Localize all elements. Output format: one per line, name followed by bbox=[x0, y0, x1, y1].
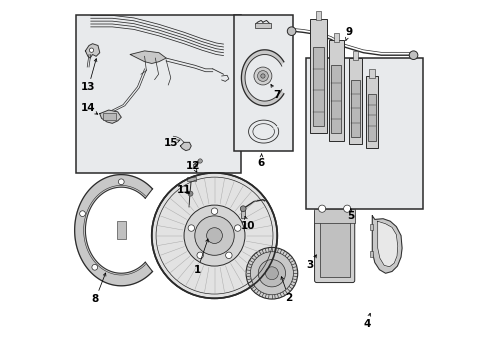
Text: 13: 13 bbox=[81, 82, 96, 93]
Text: 15: 15 bbox=[164, 139, 179, 148]
Circle shape bbox=[198, 159, 202, 163]
Bar bbox=[329, 40, 344, 140]
Bar bbox=[234, 15, 294, 151]
Circle shape bbox=[184, 205, 245, 266]
Circle shape bbox=[207, 228, 222, 243]
Circle shape bbox=[195, 216, 234, 255]
Circle shape bbox=[287, 27, 296, 36]
Circle shape bbox=[240, 206, 246, 212]
Circle shape bbox=[119, 179, 124, 185]
Circle shape bbox=[250, 252, 294, 295]
Polygon shape bbox=[180, 142, 191, 150]
Bar bbox=[319, 216, 350, 277]
Polygon shape bbox=[100, 110, 122, 123]
Text: 1: 1 bbox=[194, 265, 201, 275]
Bar bbox=[370, 251, 373, 257]
Bar bbox=[193, 163, 197, 166]
Bar bbox=[331, 65, 342, 134]
Bar bbox=[187, 177, 196, 181]
Text: 9: 9 bbox=[345, 27, 353, 37]
Circle shape bbox=[152, 173, 277, 298]
Bar bbox=[369, 69, 375, 78]
Bar bbox=[370, 224, 373, 230]
Circle shape bbox=[235, 225, 241, 231]
Polygon shape bbox=[130, 51, 166, 63]
Text: 14: 14 bbox=[81, 103, 96, 113]
Bar bbox=[316, 12, 321, 21]
Text: 2: 2 bbox=[285, 293, 293, 303]
Bar bbox=[241, 210, 245, 218]
Circle shape bbox=[258, 260, 286, 287]
Bar bbox=[255, 23, 271, 28]
Text: 4: 4 bbox=[363, 319, 370, 329]
Bar bbox=[353, 51, 358, 60]
Bar bbox=[313, 47, 324, 126]
Text: 3: 3 bbox=[307, 260, 314, 270]
FancyBboxPatch shape bbox=[315, 210, 355, 283]
Text: 8: 8 bbox=[92, 294, 99, 304]
Text: 5: 5 bbox=[347, 211, 354, 221]
Circle shape bbox=[409, 51, 418, 59]
Circle shape bbox=[254, 67, 272, 85]
Bar bbox=[117, 221, 126, 239]
Text: 6: 6 bbox=[258, 158, 265, 168]
Bar bbox=[314, 209, 355, 223]
Text: 10: 10 bbox=[241, 221, 255, 230]
Bar bbox=[334, 33, 339, 42]
Text: 12: 12 bbox=[186, 161, 200, 171]
Circle shape bbox=[261, 74, 265, 78]
Text: 7: 7 bbox=[273, 90, 281, 100]
Circle shape bbox=[211, 208, 218, 215]
Polygon shape bbox=[85, 44, 100, 58]
Circle shape bbox=[92, 265, 98, 270]
Bar bbox=[103, 113, 116, 120]
Polygon shape bbox=[378, 221, 398, 267]
Circle shape bbox=[318, 205, 326, 212]
Circle shape bbox=[80, 211, 85, 216]
Bar bbox=[349, 58, 362, 144]
Circle shape bbox=[225, 252, 232, 258]
Bar bbox=[351, 80, 360, 137]
Circle shape bbox=[246, 247, 298, 299]
Circle shape bbox=[89, 48, 94, 52]
Circle shape bbox=[343, 205, 351, 212]
Circle shape bbox=[258, 71, 269, 81]
Polygon shape bbox=[74, 175, 152, 286]
Circle shape bbox=[188, 225, 195, 231]
Bar bbox=[76, 15, 242, 173]
Text: 11: 11 bbox=[177, 185, 191, 195]
Bar bbox=[310, 19, 327, 134]
Circle shape bbox=[188, 191, 193, 196]
Polygon shape bbox=[372, 216, 402, 273]
Bar bbox=[306, 58, 422, 209]
Circle shape bbox=[197, 252, 203, 258]
Bar bbox=[366, 76, 378, 148]
Polygon shape bbox=[242, 50, 284, 106]
Circle shape bbox=[266, 267, 278, 280]
Bar bbox=[368, 94, 376, 140]
